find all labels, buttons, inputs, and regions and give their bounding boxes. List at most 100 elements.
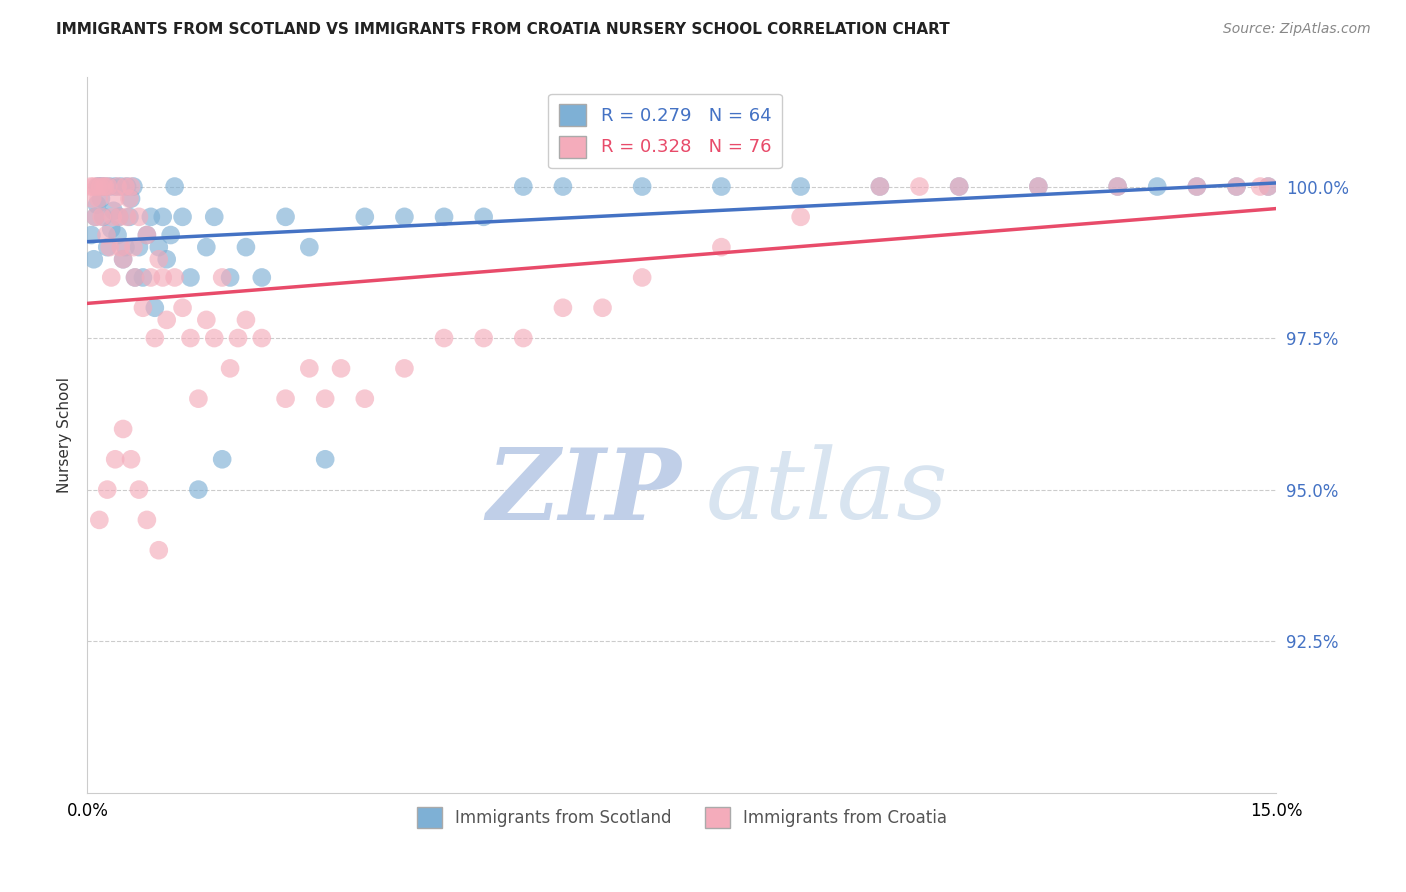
Point <box>110 179 132 194</box>
Point <box>135 513 157 527</box>
Point <box>94 179 117 194</box>
Point <box>148 240 170 254</box>
Point <box>124 270 146 285</box>
Point <box>172 210 194 224</box>
Point <box>96 240 118 254</box>
Point <box>118 192 141 206</box>
Point <box>1249 179 1271 194</box>
Point <box>163 270 186 285</box>
Point <box>1257 179 1279 194</box>
Point <box>1107 179 1129 194</box>
Point <box>1257 179 1279 194</box>
Point <box>250 331 273 345</box>
Point <box>250 270 273 285</box>
Point <box>107 179 129 194</box>
Point <box>86 198 108 212</box>
Point <box>128 210 150 224</box>
Point <box>114 240 136 254</box>
Point <box>135 227 157 242</box>
Point <box>195 313 218 327</box>
Point <box>298 361 321 376</box>
Point <box>631 270 654 285</box>
Point <box>103 203 125 218</box>
Point <box>112 422 135 436</box>
Point <box>1146 179 1168 194</box>
Point <box>353 210 375 224</box>
Point <box>152 270 174 285</box>
Point <box>100 270 122 285</box>
Point <box>90 210 112 224</box>
Point <box>96 483 118 497</box>
Point <box>551 301 574 315</box>
Point <box>80 227 103 242</box>
Point <box>274 392 297 406</box>
Point <box>1185 179 1208 194</box>
Point <box>120 179 142 194</box>
Point <box>226 331 249 345</box>
Point <box>148 543 170 558</box>
Y-axis label: Nursery School: Nursery School <box>58 377 72 493</box>
Point <box>104 452 127 467</box>
Point <box>187 483 209 497</box>
Point <box>1028 179 1050 194</box>
Point <box>89 513 111 527</box>
Point <box>314 452 336 467</box>
Point <box>122 240 145 254</box>
Point <box>394 210 416 224</box>
Point <box>83 179 105 194</box>
Point <box>139 270 162 285</box>
Point <box>948 179 970 194</box>
Point <box>235 240 257 254</box>
Point <box>90 179 112 194</box>
Point <box>115 179 138 194</box>
Point <box>91 179 114 194</box>
Point <box>592 301 614 315</box>
Point <box>104 192 127 206</box>
Point <box>869 179 891 194</box>
Point <box>87 192 110 206</box>
Point <box>472 210 495 224</box>
Point <box>274 210 297 224</box>
Point <box>179 331 201 345</box>
Point <box>87 179 110 194</box>
Point <box>128 240 150 254</box>
Point <box>104 179 127 194</box>
Point <box>235 313 257 327</box>
Point <box>97 179 120 194</box>
Point <box>122 179 145 194</box>
Legend: Immigrants from Scotland, Immigrants from Croatia: Immigrants from Scotland, Immigrants fro… <box>411 801 953 834</box>
Point <box>394 361 416 376</box>
Text: ZIP: ZIP <box>486 444 682 541</box>
Point <box>114 179 136 194</box>
Point <box>107 227 129 242</box>
Point <box>908 179 931 194</box>
Point <box>100 222 122 236</box>
Point <box>156 313 179 327</box>
Point <box>135 227 157 242</box>
Point <box>195 240 218 254</box>
Point <box>108 210 131 224</box>
Point <box>90 192 112 206</box>
Point <box>83 252 105 267</box>
Point <box>96 227 118 242</box>
Point <box>202 210 225 224</box>
Point <box>948 179 970 194</box>
Point <box>112 252 135 267</box>
Point <box>84 210 107 224</box>
Point <box>112 252 135 267</box>
Point <box>94 179 117 194</box>
Text: atlas: atlas <box>706 444 948 540</box>
Point <box>298 240 321 254</box>
Point <box>79 179 101 194</box>
Point <box>98 240 121 254</box>
Point <box>110 240 132 254</box>
Point <box>631 179 654 194</box>
Point <box>163 179 186 194</box>
Point <box>132 270 155 285</box>
Point <box>551 179 574 194</box>
Point <box>128 483 150 497</box>
Point <box>108 210 131 224</box>
Point <box>148 252 170 267</box>
Point <box>139 210 162 224</box>
Point <box>512 331 534 345</box>
